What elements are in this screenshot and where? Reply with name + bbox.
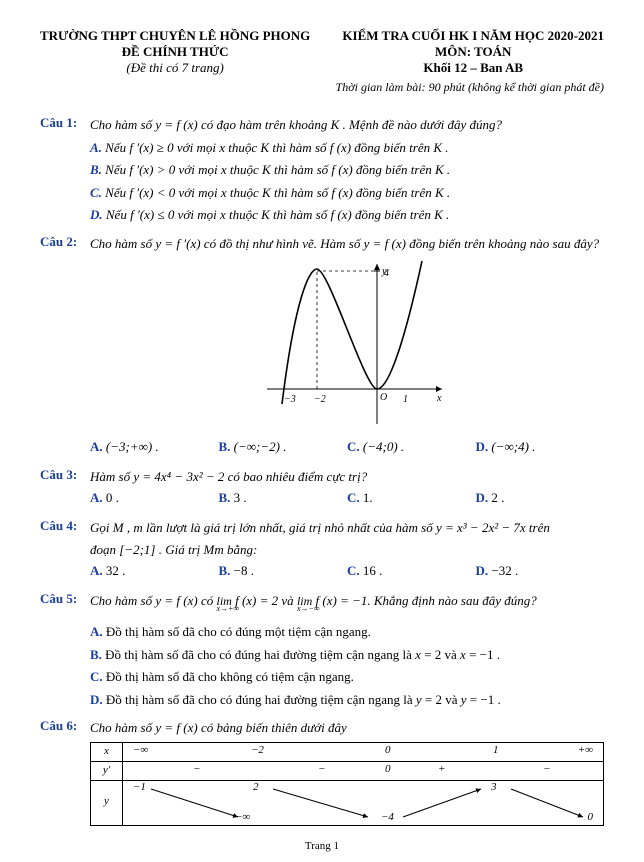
q5-body: Cho hàm số y = f (x) có limx→+∞ f (x) = … bbox=[90, 591, 604, 713]
q3-body: Hàm số y = 4x⁴ − 3x² − 2 có bao nhiêu đi… bbox=[90, 467, 604, 512]
q2-a: A. (−3;+∞) . bbox=[90, 439, 219, 455]
q4-prompt2: đoạn [−2;1] . Giá trị Mm bằng: bbox=[90, 540, 604, 560]
q2-d: D. (−∞;4) . bbox=[476, 439, 605, 455]
question-6: Câu 6: Cho hàm số y = f (x) có bảng biến… bbox=[40, 718, 604, 826]
variation-table: x −∞ −2 0 1 +∞ y′ − − 0 + − bbox=[90, 742, 604, 826]
question-4: Câu 4: Gọi M , m lần lượt là giá trị lớn… bbox=[40, 518, 604, 585]
x-row: x −∞ −2 0 1 +∞ bbox=[91, 743, 603, 762]
group: Khối 12 – Ban AB bbox=[342, 60, 604, 76]
q3-prompt: Hàm số y = 4x⁴ − 3x² − 2 có bao nhiêu đi… bbox=[90, 467, 604, 487]
q5-a: A. Đồ thị hàm số đã cho có đúng một tiệm… bbox=[90, 622, 604, 642]
q2-choices: A. (−3;+∞) . B. (−∞;−2) . C. (−4;0) . D.… bbox=[90, 439, 604, 455]
q3-d: D. 2 . bbox=[476, 490, 605, 506]
variation-arrows bbox=[123, 781, 603, 825]
svg-text:−2: −2 bbox=[314, 394, 326, 405]
q2-b: B. (−∞;−2) . bbox=[219, 439, 348, 455]
q6-label: Câu 6: bbox=[40, 718, 90, 826]
q1-b: B. Nếu f ′(x) > 0 với mọi x thuộc K thì … bbox=[90, 160, 604, 180]
y-row: y −1 2 −∞ bbox=[91, 781, 603, 825]
question-3: Câu 3: Hàm số y = 4x⁴ − 3x² − 2 có bao n… bbox=[40, 467, 604, 512]
q4-label: Câu 4: bbox=[40, 518, 90, 585]
q4-c: C. 16 . bbox=[347, 563, 476, 579]
q3-choices: A. 0 . B. 3 . C. 1. D. 2 . bbox=[90, 490, 604, 506]
svg-text:x: x bbox=[436, 393, 442, 404]
q6-body: Cho hàm số y = f (x) có bảng biến thiên … bbox=[90, 718, 604, 826]
q2-prompt: Cho hàm số y = f ′(x) có đồ thị như hình… bbox=[90, 234, 604, 254]
subject: MÔN: TOÁN bbox=[342, 44, 604, 60]
test-title: KIỂM TRA CUỐI HK I NĂM HỌC 2020-2021 bbox=[342, 28, 604, 44]
header-left: TRƯỜNG THPT CHUYÊN LÊ HỒNG PHONG ĐỀ CHÍN… bbox=[40, 28, 310, 76]
q2-body: Cho hàm số y = f ′(x) có đồ thị như hình… bbox=[90, 234, 604, 462]
q1-label: Câu 1: bbox=[40, 115, 90, 228]
svg-text:O: O bbox=[380, 392, 387, 403]
y4-label: 4 bbox=[384, 268, 389, 279]
q4-prompt1: Gọi M , m lần lượt là giá trị lớn nhất, … bbox=[90, 518, 604, 538]
q1-prompt: Cho hàm số y = f (x) có đạo hàm trên kho… bbox=[90, 115, 604, 135]
q5-d: D. Đồ thị hàm số đã cho có đúng hai đườn… bbox=[90, 690, 604, 710]
q2-svg: −3 −2 1 y x O 4 bbox=[247, 259, 447, 429]
svg-text:−3: −3 bbox=[284, 394, 296, 405]
pages-note: (Đề thi có 7 trang) bbox=[40, 60, 310, 76]
question-5: Câu 5: Cho hàm số y = f (x) có limx→+∞ f… bbox=[40, 591, 604, 713]
q1-c: C. Nếu f ′(x) < 0 với mọi x thuộc K thì … bbox=[90, 183, 604, 203]
q2-label: Câu 2: bbox=[40, 234, 90, 462]
question-2: Câu 2: Cho hàm số y = f ′(x) có đồ thị n… bbox=[40, 234, 604, 462]
q5-b: B. Đồ thị hàm số đã cho có đúng hai đườn… bbox=[90, 645, 604, 665]
time-note: Thời gian làm bài: 90 phút (không kể thờ… bbox=[40, 80, 604, 95]
q4-choices: A. 32 . B. −8 . C. 16 . D. −32 . bbox=[90, 563, 604, 579]
q4-b: B. −8 . bbox=[219, 563, 348, 579]
question-1: Câu 1: Cho hàm số y = f (x) có đạo hàm t… bbox=[40, 115, 604, 228]
official: ĐỀ CHÍNH THỨC bbox=[40, 44, 310, 60]
svg-text:1: 1 bbox=[403, 394, 408, 405]
q4-a: A. 32 . bbox=[90, 563, 219, 579]
q2-chart: −3 −2 1 y x O 4 bbox=[90, 259, 604, 433]
q6-prompt: Cho hàm số y = f (x) có bảng biến thiên … bbox=[90, 718, 604, 738]
page-footer: Trang 1 bbox=[40, 840, 604, 852]
header: TRƯỜNG THPT CHUYÊN LÊ HỒNG PHONG ĐỀ CHÍN… bbox=[40, 28, 604, 76]
q1-d: D. Nếu f ′(x) ≤ 0 với mọi x thuộc K thì … bbox=[90, 205, 604, 225]
q3-b: B. 3 . bbox=[219, 490, 348, 506]
q5-prompt: Cho hàm số y = f (x) có limx→+∞ f (x) = … bbox=[90, 591, 604, 611]
header-right: KIỂM TRA CUỐI HK I NĂM HỌC 2020-2021 MÔN… bbox=[342, 28, 604, 76]
q4-body: Gọi M , m lần lượt là giá trị lớn nhất, … bbox=[90, 518, 604, 585]
school-name: TRƯỜNG THPT CHUYÊN LÊ HỒNG PHONG bbox=[40, 28, 310, 44]
yprime-row: y′ − − 0 + − bbox=[91, 762, 603, 781]
q2-c: C. (−4;0) . bbox=[347, 439, 476, 455]
q3-label: Câu 3: bbox=[40, 467, 90, 512]
q1-body: Cho hàm số y = f (x) có đạo hàm trên kho… bbox=[90, 115, 604, 228]
q4-d: D. −32 . bbox=[476, 563, 605, 579]
q5-label: Câu 5: bbox=[40, 591, 90, 713]
q1-a: A.A. Nếu f ′(x) ≥ 0 với mọi x thuộc K th… bbox=[90, 138, 604, 158]
q3-a: A. 0 . bbox=[90, 490, 219, 506]
q3-c: C. 1. bbox=[347, 490, 476, 506]
q5-c: C. Đồ thị hàm số đã cho không có tiệm cậ… bbox=[90, 667, 604, 687]
